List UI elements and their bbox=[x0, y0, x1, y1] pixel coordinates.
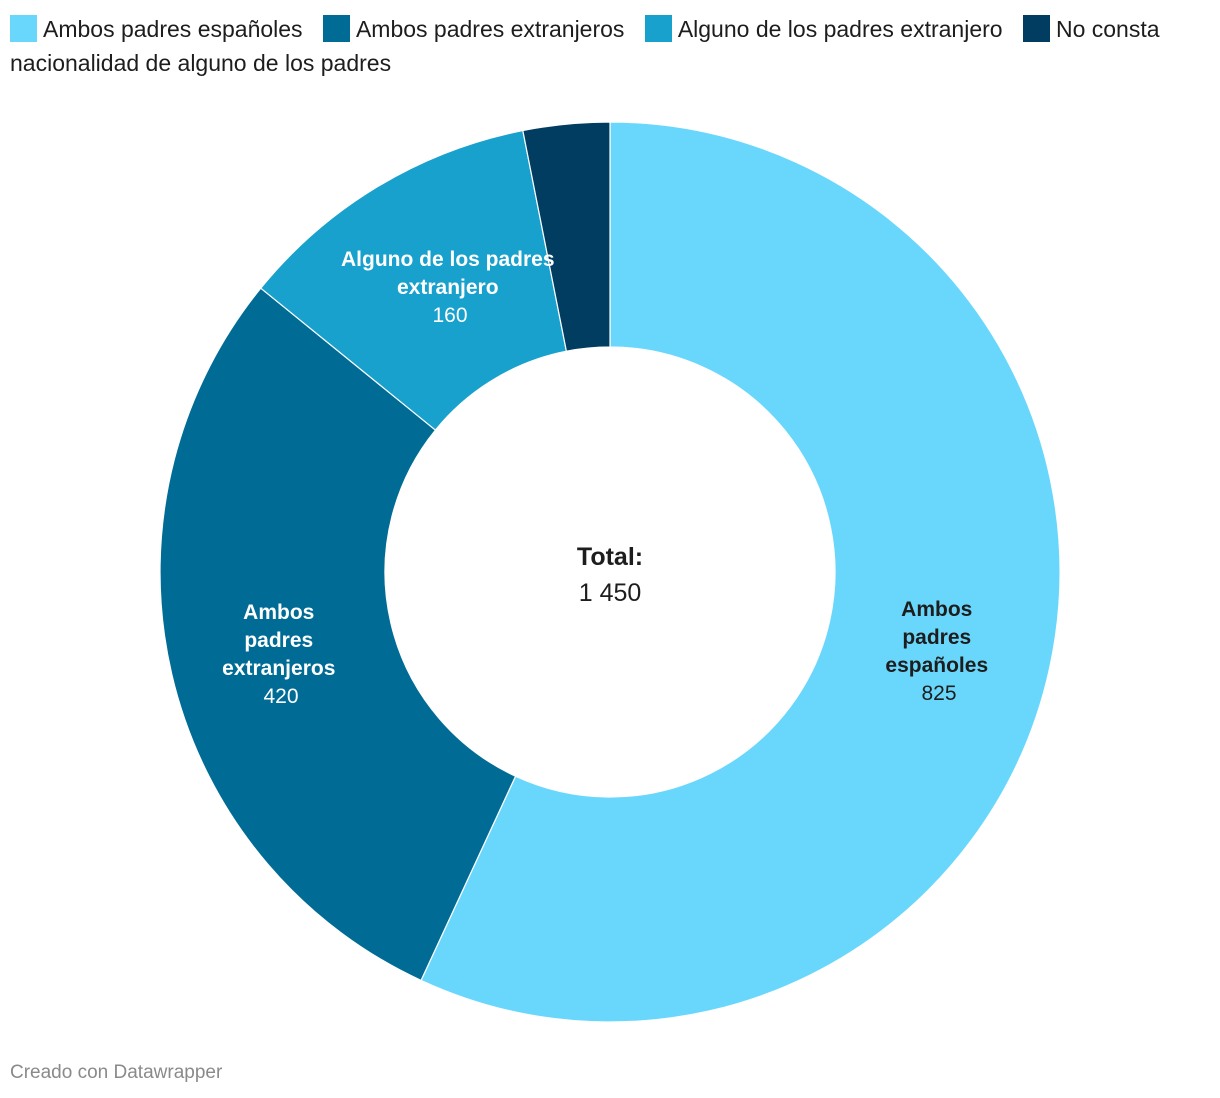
legend-item-alguno-extranjero: Alguno de los padres extranjero bbox=[644, 15, 1003, 42]
slice-label-ambos-extranjeros: Ambos padres extranjeros 420 bbox=[222, 601, 340, 708]
slice-label-alguno-extranjero-line-1: Alguno de los padres bbox=[341, 248, 555, 271]
donut-slice-alguno-extranjero[interactable] bbox=[259, 129, 568, 431]
legend-item-ambos-extranjeros: Ambos padres extranjeros bbox=[322, 15, 625, 42]
legend-swatch-no-consta bbox=[1022, 15, 1050, 42]
donut-slice-ambos-extranjeros[interactable] bbox=[159, 287, 517, 982]
slice-label-alguno-extranjero-line-2: extranjero bbox=[397, 276, 499, 299]
legend-swatch-ambos-extranjeros bbox=[322, 15, 350, 42]
donut-slices bbox=[159, 121, 1061, 1023]
slice-label-ambos-espanoles-line-3: españoles bbox=[885, 654, 988, 677]
donut-slice-labels: Ambos padres españoles 825 Ambos padres … bbox=[222, 248, 992, 708]
legend-label-no-consta: No consta nacionalidad de alguno de los … bbox=[10, 16, 1160, 76]
legend-swatch-alguno-extranjero bbox=[644, 15, 672, 42]
datawrapper-credit[interactable]: Creado con Datawrapper bbox=[10, 1062, 223, 1083]
slice-value-ambos-extranjeros: 420 bbox=[263, 685, 298, 708]
donut-slice-ambos-espanoles[interactable] bbox=[420, 121, 1061, 1023]
legend-label-alguno-extranjero: Alguno de los padres extranjero bbox=[677, 16, 1003, 42]
slice-label-alguno-extranjero: Alguno de los padres extranjero 160 bbox=[341, 248, 559, 327]
legend-item-no-consta: No consta nacionalidad de alguno de los … bbox=[10, 15, 1160, 76]
center-total-value: 1 450 bbox=[579, 579, 642, 607]
slice-value-ambos-espanoles: 825 bbox=[921, 682, 956, 705]
slice-label-ambos-extranjeros-line-1: Ambos bbox=[243, 601, 314, 624]
center-total-title: Total: bbox=[577, 543, 643, 571]
legend-item-ambos-espanoles: Ambos padres españoles bbox=[10, 15, 303, 42]
slice-label-ambos-espanoles-line-2: padres bbox=[902, 626, 971, 649]
slice-label-ambos-espanoles-line-1: Ambos bbox=[901, 598, 972, 621]
slice-label-ambos-extranjeros-line-2: padres bbox=[244, 629, 313, 652]
slice-value-alguno-extranjero: 160 bbox=[432, 304, 467, 327]
legend: Ambos padres españoles Ambos padres extr… bbox=[10, 12, 1210, 80]
legend-label-ambos-extranjeros: Ambos padres extranjeros bbox=[355, 16, 625, 42]
slice-label-ambos-espanoles: Ambos padres españoles 825 bbox=[885, 598, 992, 705]
legend-label-ambos-espanoles: Ambos padres españoles bbox=[43, 16, 303, 42]
slice-label-ambos-extranjeros-line-3: extranjeros bbox=[222, 657, 335, 680]
donut-slice-no-consta[interactable] bbox=[522, 121, 611, 352]
legend-swatch-ambos-espanoles bbox=[10, 15, 37, 42]
